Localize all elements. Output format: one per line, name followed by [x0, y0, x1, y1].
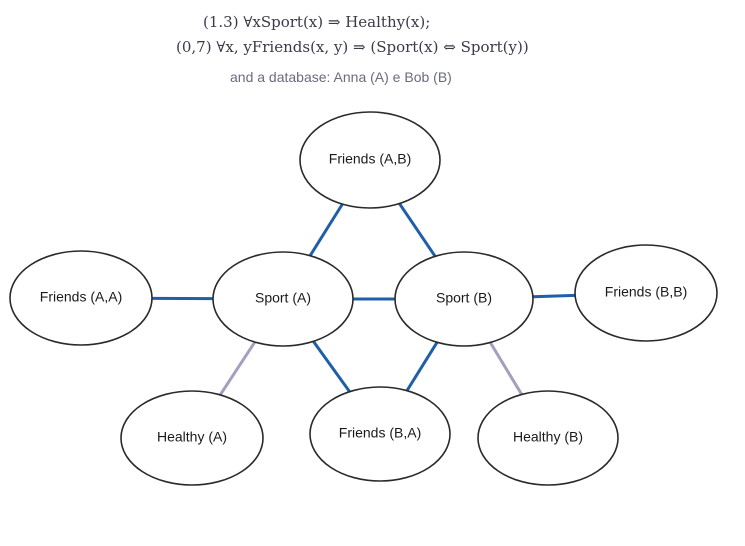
- database-caption: and a database: Anna (A) e Bob (B): [230, 69, 452, 85]
- node-label-healthy-a: Healthy (A): [157, 429, 227, 445]
- node-healthy-b: Healthy (B): [477, 390, 619, 486]
- node-friends-aa: Friends (A,A): [9, 250, 153, 346]
- node-label-healthy-b: Healthy (B): [513, 429, 583, 445]
- node-label-friends-ab: Friends (A,B): [329, 151, 411, 167]
- edge-sport-b-friends-bb: [532, 293, 576, 299]
- edge-sport-b-friends-ba: [405, 341, 439, 392]
- edge-sport-a-friends-ba: [312, 340, 351, 393]
- node-label-sport-a: Sport (A): [255, 290, 311, 306]
- node-label-friends-aa: Friends (A,A): [40, 289, 122, 305]
- edge-friends-ab-sport-a: [308, 203, 344, 257]
- edges-layer: [151, 202, 576, 396]
- node-label-friends-ba: Friends (B,A): [339, 425, 421, 441]
- node-label-friends-bb: Friends (B,B): [605, 284, 687, 300]
- edge-sport-b-healthy-b: [488, 341, 523, 396]
- node-label-sport-b: Sport (B): [436, 290, 492, 306]
- node-healthy-a: Healthy (A): [120, 390, 264, 486]
- formula-sport-healthy: (1.3) ∀xSport(x) ⇒ Healthy(x);: [203, 13, 431, 31]
- edge-friends-ab-sport-b: [398, 202, 437, 258]
- node-sport-a: Sport (A): [212, 251, 354, 347]
- edge-sport-a-healthy-a: [218, 341, 257, 396]
- node-friends-ab: Friends (A,B): [299, 111, 441, 209]
- node-friends-bb: Friends (B,B): [574, 244, 718, 342]
- node-friends-ba: Friends (B,A): [309, 386, 451, 482]
- formula-friends-sport: (0,7) ∀x, yFriends(x, y) ⇒ (Sport(x) ⇔ S…: [176, 38, 529, 56]
- node-sport-b: Sport (B): [394, 251, 534, 347]
